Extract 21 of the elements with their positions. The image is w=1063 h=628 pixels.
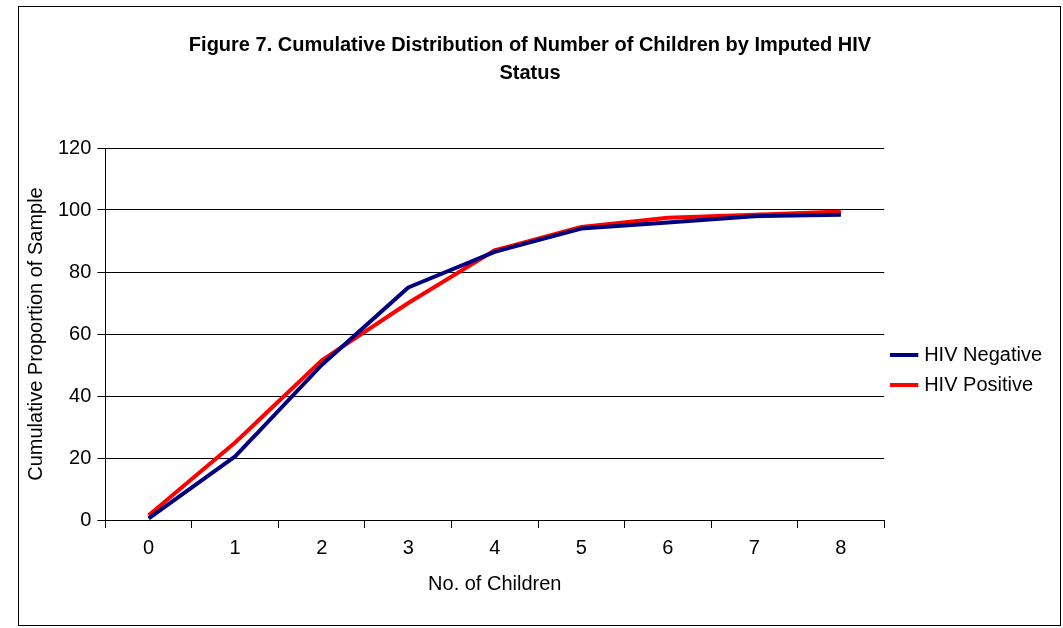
y-axis-title: Cumulative Proportion of Sample (23, 187, 46, 481)
y-tick-label: 20 (69, 445, 92, 468)
chart-title: Figure 7. Cumulative Distribution of Number of Children by Imputed HIV Status (187, 32, 873, 85)
x-tick-label: 4 (489, 535, 501, 558)
y-tick-label: 100 (57, 197, 92, 220)
x-tick-label: 2 (316, 535, 328, 558)
x-tick-label: 7 (748, 535, 760, 558)
y-tick-label: 120 (57, 135, 92, 158)
x-axis-title: No. of Children (428, 571, 562, 594)
y-tick-label: 0 (80, 507, 92, 530)
x-tick-label: 0 (143, 535, 155, 558)
y-tick-label: 60 (69, 321, 92, 344)
legend-label: HIV Positive (924, 372, 1034, 395)
y-tick-label: 40 (69, 383, 92, 406)
x-tick-label: 5 (575, 535, 587, 558)
y-tick-label: 80 (69, 259, 92, 282)
x-tick-label: 1 (229, 535, 241, 558)
x-tick-label: 8 (835, 535, 847, 558)
x-tick-label: 3 (402, 535, 414, 558)
legend-label: HIV Negative (924, 342, 1043, 365)
x-tick-label: 6 (662, 535, 674, 558)
